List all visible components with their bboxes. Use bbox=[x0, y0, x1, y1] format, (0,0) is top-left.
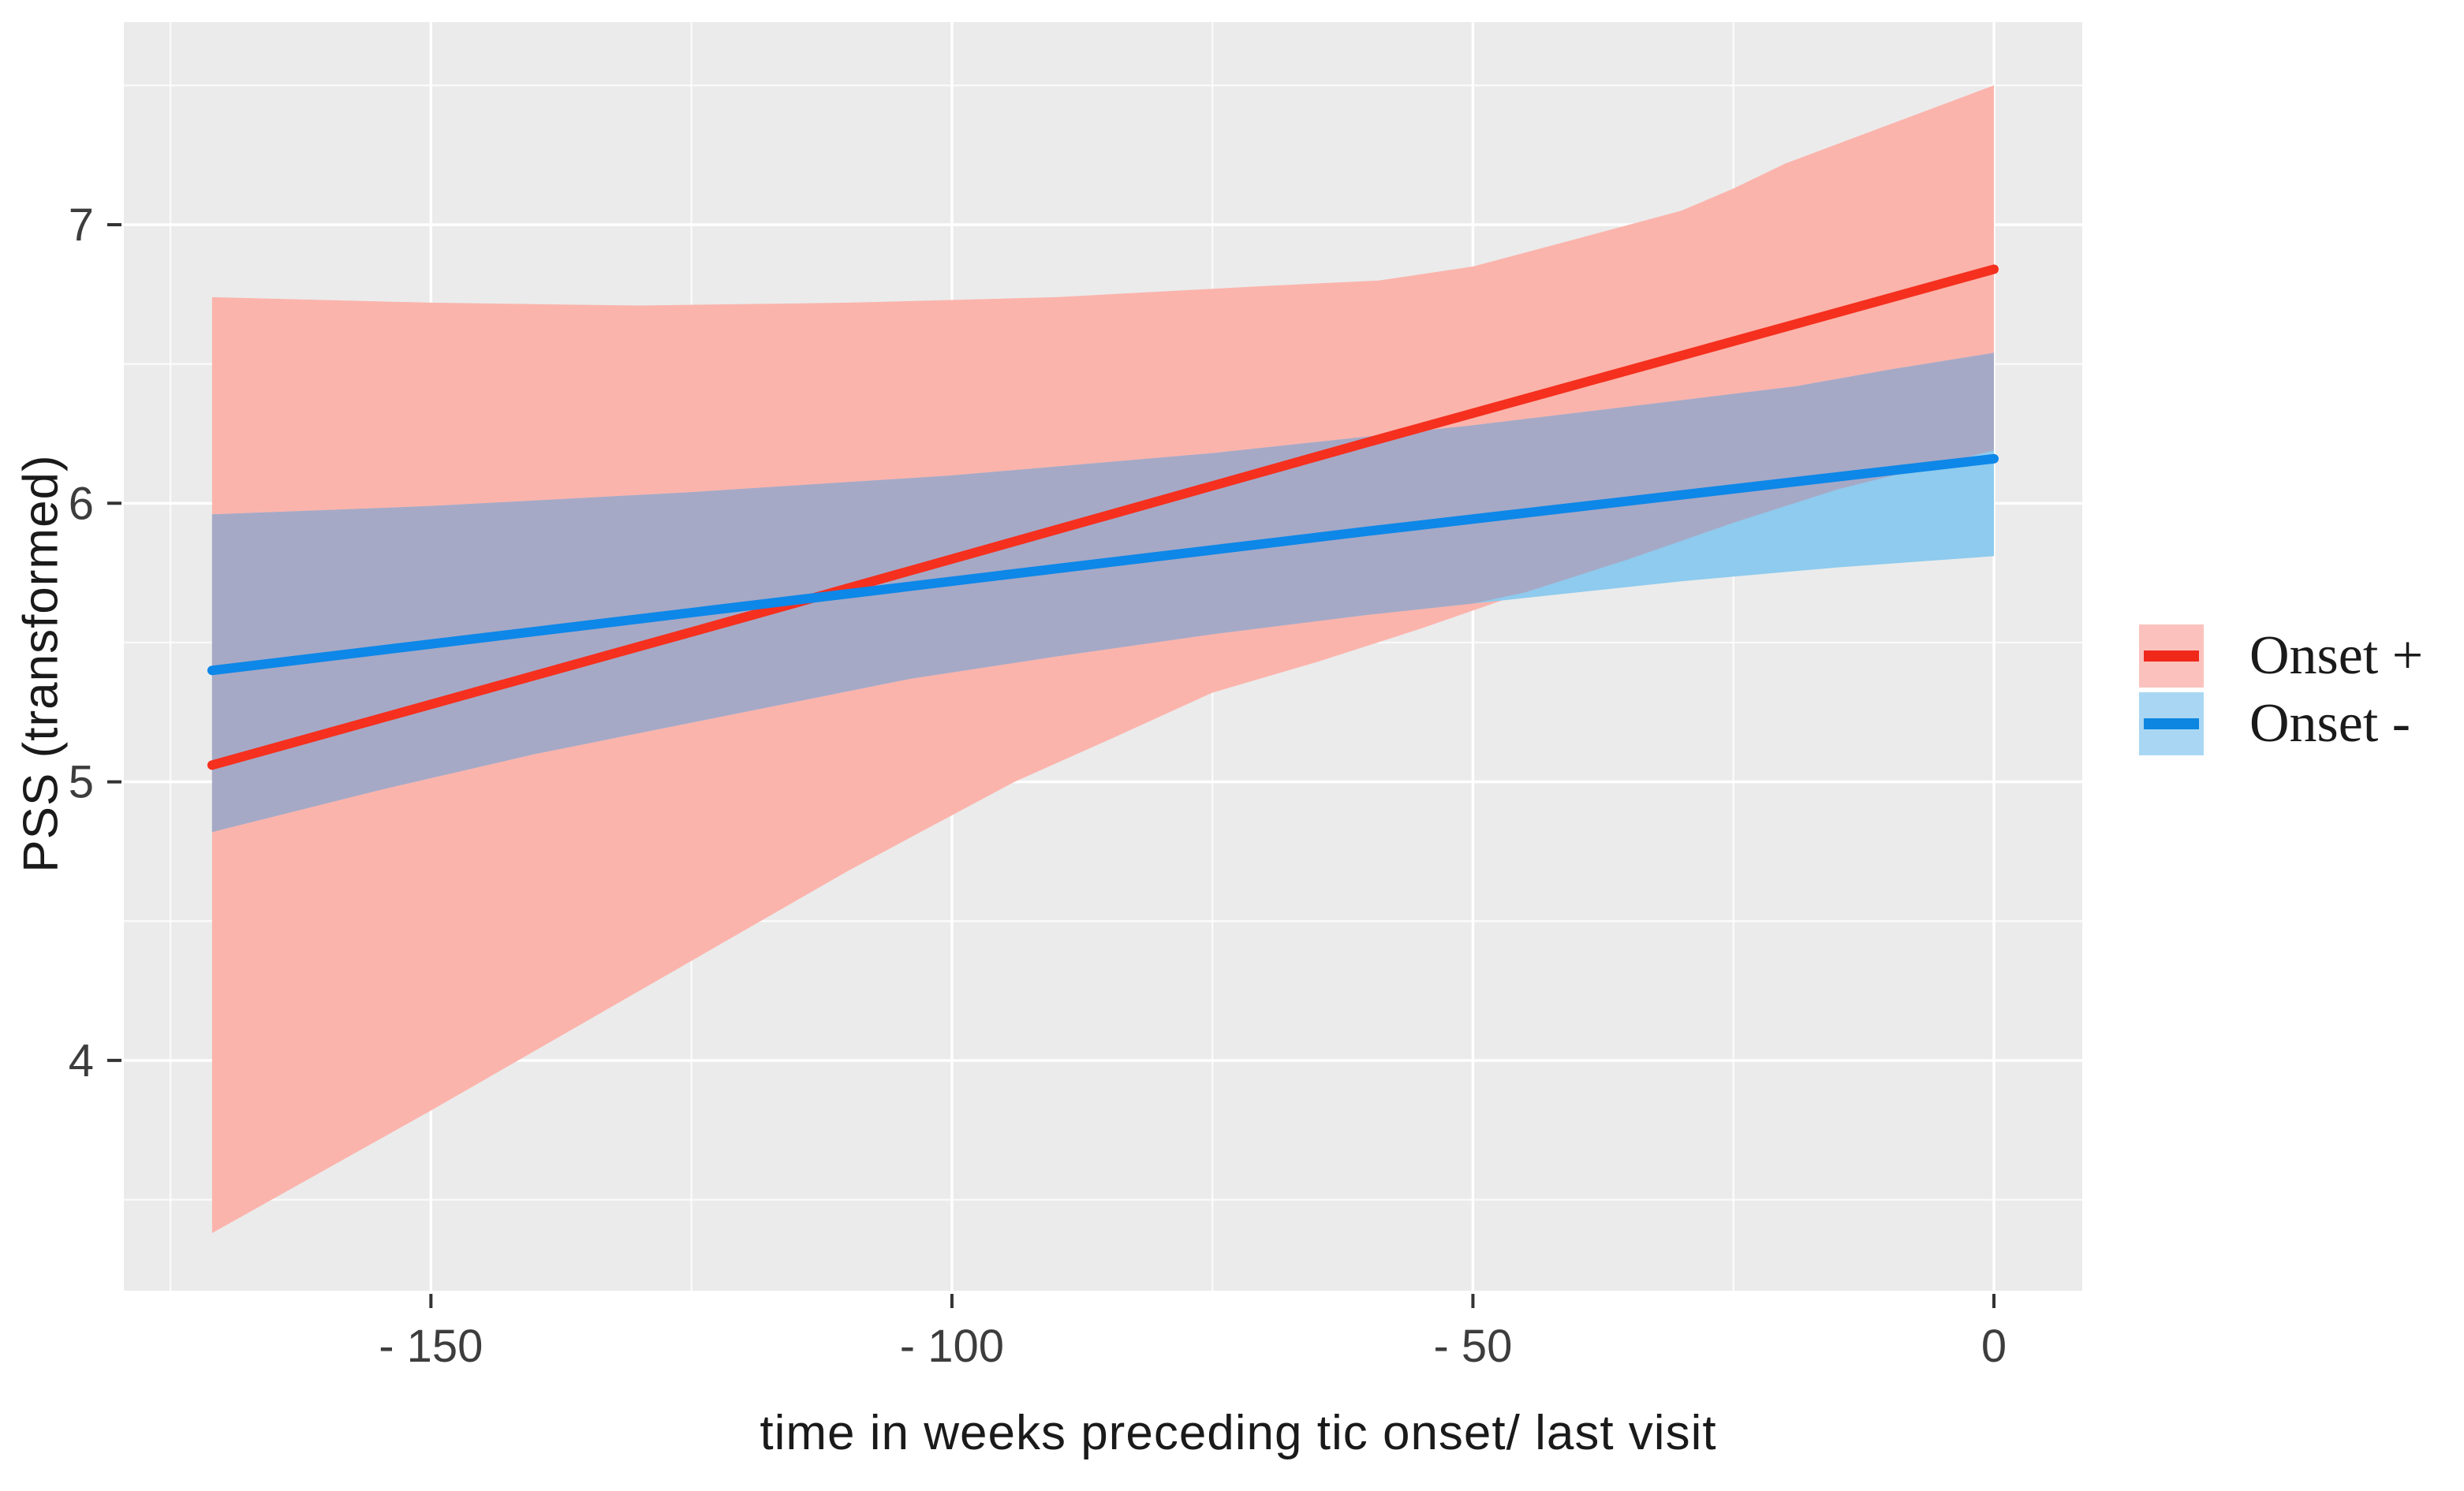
x-axis-title: time in weeks preceding tic onset/ last … bbox=[760, 1406, 1717, 1460]
trend-line-onset-positive bbox=[207, 264, 1999, 770]
legend-entry-onset-negative: Onset - bbox=[2139, 692, 2423, 755]
x-tick-label: - 50 bbox=[1433, 1321, 1512, 1372]
axis-ticks: - 150 - 100 - 50 0 7 6 5 4 bbox=[69, 199, 2007, 1372]
legend-key-onset-negative bbox=[2139, 692, 2204, 755]
legend-key-line-red bbox=[2144, 650, 2199, 662]
legend-label-onset-positive: Onset + bbox=[2249, 625, 2424, 686]
x-tick-label: 0 bbox=[1981, 1321, 2007, 1372]
y-tick-label: 6 bbox=[69, 478, 94, 529]
legend-key-onset-positive bbox=[2139, 624, 2204, 688]
legend-entry-onset-positive: Onset + bbox=[2139, 624, 2423, 688]
y-tick-label: 4 bbox=[69, 1035, 94, 1087]
x-tick-label: - 150 bbox=[379, 1321, 483, 1372]
legend-key-line-blue bbox=[2144, 718, 2199, 729]
x-tick-label: - 100 bbox=[900, 1321, 1004, 1372]
y-tick-label: 5 bbox=[69, 757, 94, 808]
y-axis-title: PSS (transformed) bbox=[13, 454, 69, 873]
trend-line-onset-negative bbox=[207, 453, 1999, 676]
legend: Onset + Onset - bbox=[2139, 624, 2423, 755]
legend-label-onset-negative: Onset - bbox=[2249, 693, 2411, 754]
ci-ribbon-onset-positive bbox=[211, 85, 1995, 1233]
y-tick-label: 7 bbox=[69, 199, 94, 251]
ci-ribbon-overlap bbox=[211, 352, 1995, 833]
